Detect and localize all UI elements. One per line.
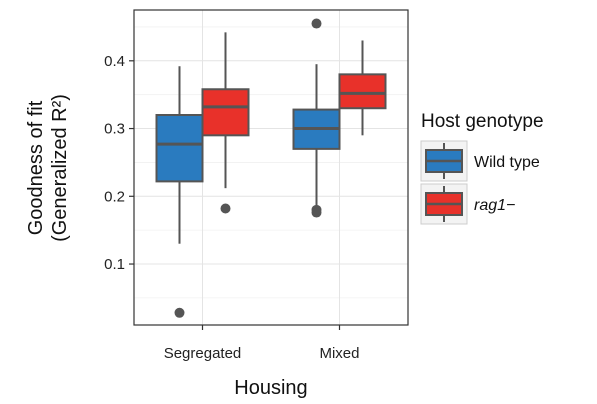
outlier-point bbox=[174, 307, 185, 318]
outlier-point bbox=[220, 203, 231, 214]
y-axis: 0.1 0.2 0.3 0.4 bbox=[104, 53, 134, 273]
box-iqr bbox=[338, 73, 387, 110]
y-tick-label: 0.1 bbox=[104, 256, 125, 273]
y-axis-title-line-2: (Generalized R²) bbox=[49, 94, 71, 242]
box-segregated-wild-type bbox=[155, 66, 204, 318]
panel-border bbox=[133, 9, 409, 326]
legend: Host genotype Wild type rag1− bbox=[420, 111, 544, 225]
legend-label: rag1− bbox=[474, 197, 515, 214]
box-iqr bbox=[155, 114, 204, 183]
boxplot-series bbox=[155, 18, 387, 318]
y-tick-label: 0.3 bbox=[104, 121, 125, 138]
x-tick-label: Mixed bbox=[319, 345, 359, 362]
legend-label: Wild type bbox=[474, 154, 540, 171]
box-iqr bbox=[201, 88, 250, 137]
x-axis-title: Housing bbox=[234, 377, 307, 399]
legend-item-wild-type: Wild type bbox=[420, 140, 540, 182]
y-axis-title: Goodness of fit (Generalized R²) bbox=[25, 94, 71, 242]
y-tick-label: 0.4 bbox=[104, 53, 125, 70]
legend-item-rag1: rag1− bbox=[420, 183, 515, 225]
outlier-point bbox=[311, 207, 322, 218]
legend-title: Host genotype bbox=[421, 111, 544, 132]
x-tick-label: Segregated bbox=[164, 345, 242, 362]
box-segregated-rag1 bbox=[201, 32, 250, 214]
y-tick-label: 0.2 bbox=[104, 188, 125, 205]
x-axis: Segregated Mixed bbox=[164, 325, 360, 362]
y-axis-title-line-1: Goodness of fit bbox=[25, 100, 47, 235]
outlier-point bbox=[311, 18, 322, 29]
box-mixed-rag1 bbox=[338, 40, 387, 136]
box-mixed-wild-type bbox=[292, 18, 341, 218]
